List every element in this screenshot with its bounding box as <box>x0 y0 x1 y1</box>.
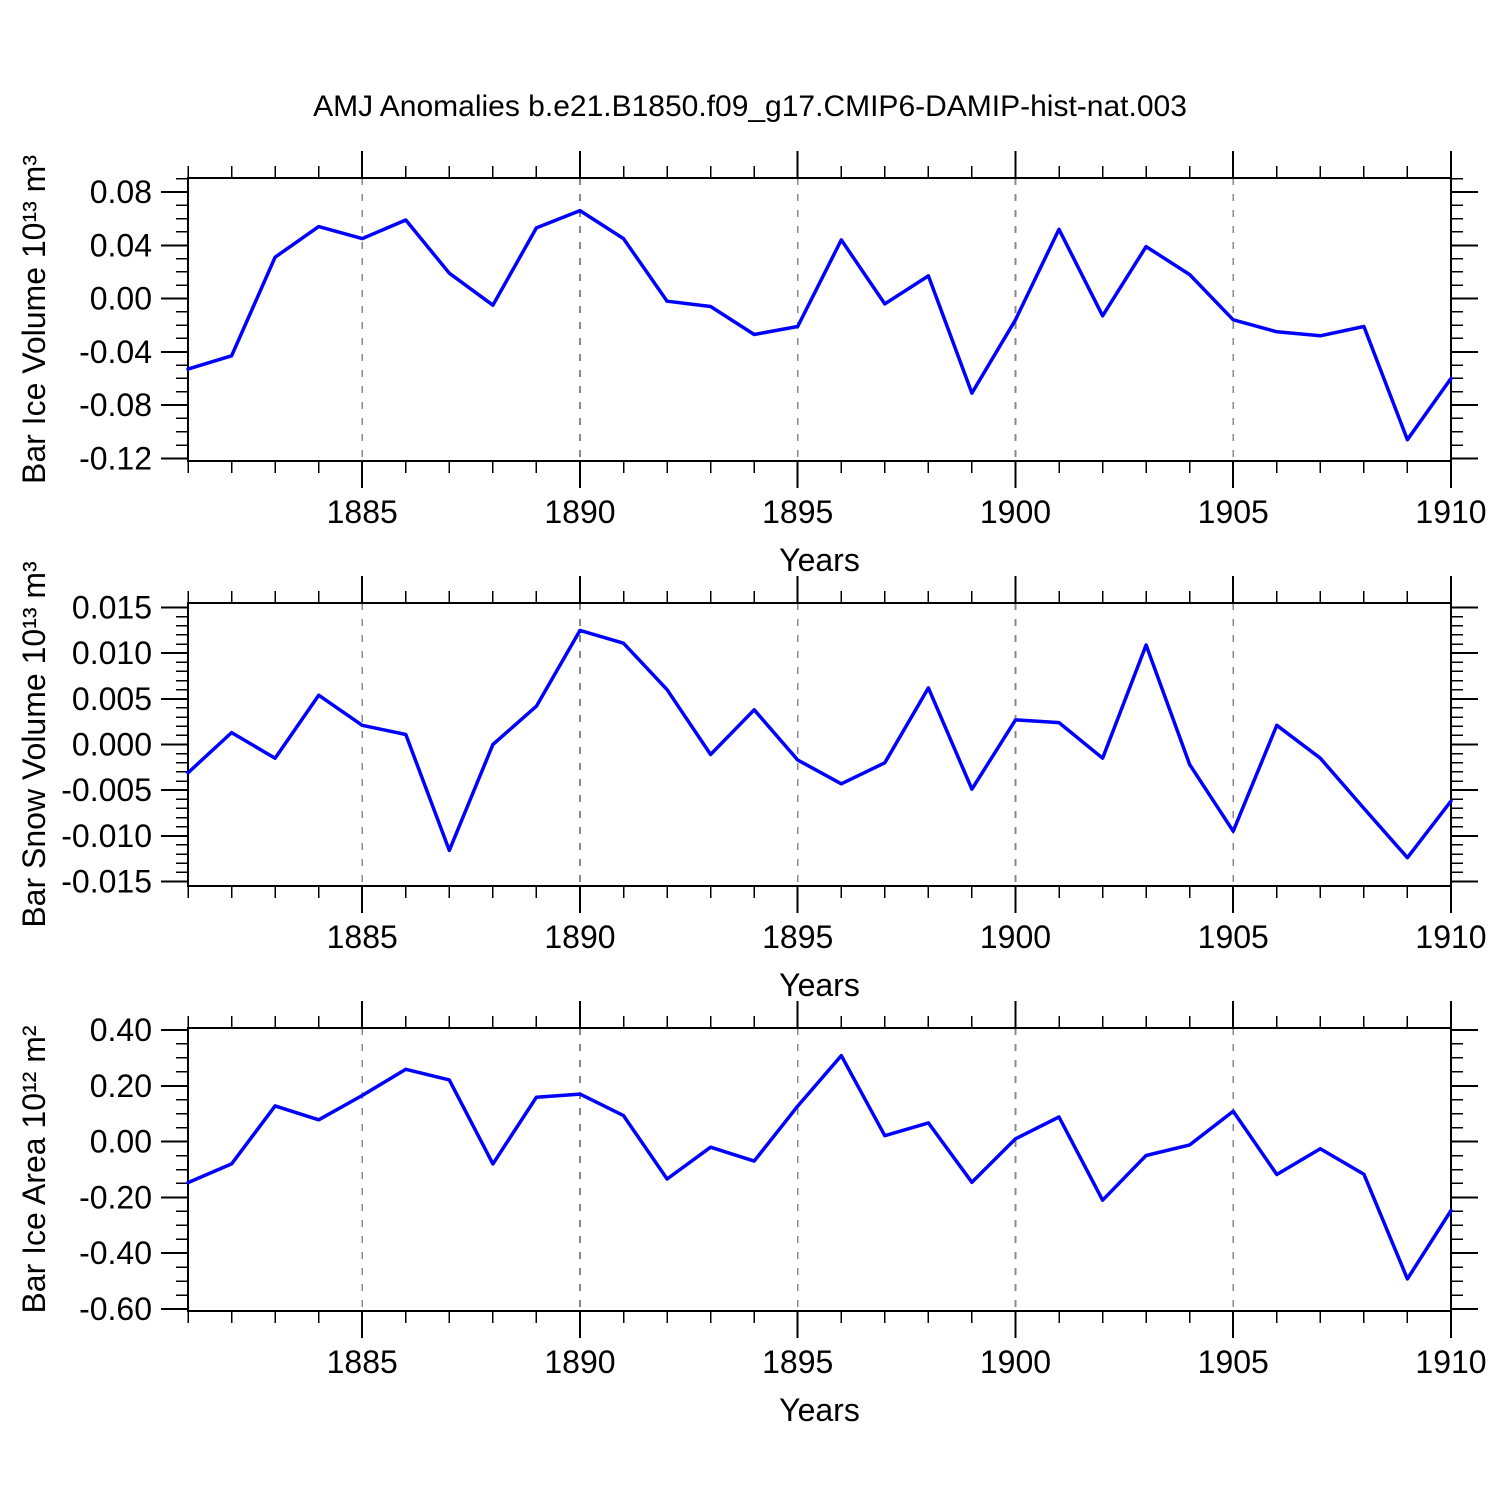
y-tick-label: -0.60 <box>79 1291 152 1327</box>
x-tick-label: 1895 <box>762 919 833 955</box>
plot-frame-snow-volume <box>187 602 1452 887</box>
snow-volume-line <box>186 628 1453 860</box>
panel-ice-area: 0.40 0.20 0.00 -0.20 -0.40 -0.60 1885 1890 1895 1… <box>16 1001 1487 1428</box>
x-tick-label: 1885 <box>327 494 398 530</box>
x-tick-label: 1910 <box>1415 1344 1486 1380</box>
y-tick-label: -0.40 <box>79 1235 152 1271</box>
x-axis-title: Years <box>779 1392 860 1428</box>
plot-frame-ice-area <box>187 1027 1452 1312</box>
y-axis-title-ice-volume: Bar Ice Volume 10¹³ m³ <box>16 155 52 484</box>
y-tick-label: -0.04 <box>79 334 152 370</box>
x-tick-label: 1895 <box>762 1344 833 1380</box>
x-tick-label: 1900 <box>980 494 1051 530</box>
x-tick-label: 1905 <box>1198 919 1269 955</box>
y-tick-label: 0.00 <box>90 1124 152 1160</box>
x-tick-label: 1900 <box>980 919 1051 955</box>
x-axis-title: Years <box>779 967 860 1003</box>
x-tick-label: 1910 <box>1415 494 1486 530</box>
y-tick-label: 0.20 <box>90 1068 152 1104</box>
y-tick-label: -0.015 <box>61 863 152 899</box>
x-tick-label: 1890 <box>544 919 615 955</box>
panel-axes-snow-volume <box>161 576 1478 913</box>
y-tick-label: 0.04 <box>90 227 152 263</box>
x-tick-label: 1885 <box>327 919 398 955</box>
x-tick-label: 1910 <box>1415 919 1486 955</box>
x-axis-title: Years <box>779 542 860 578</box>
panel-axes-ice-volume <box>161 151 1478 488</box>
x-tick-label: 1890 <box>544 1344 615 1380</box>
y-tick-label: -0.20 <box>79 1179 152 1215</box>
x-tick-label: 1905 <box>1198 1344 1269 1380</box>
y-tick-label: 0.08 <box>90 174 152 210</box>
y-tick-label: 0.005 <box>72 681 152 717</box>
panel-snow-volume: 0.015 0.010 0.005 0.000 -0.005 -0.010 -0.015 18… <box>16 561 1487 1003</box>
y-axis-title-ice-area: Bar Ice Area 10¹² m² <box>16 1025 52 1313</box>
panel-axes-ice-area <box>161 1001 1478 1338</box>
x-tick-label: 1905 <box>1198 494 1269 530</box>
y-tick-label: 0.000 <box>72 727 152 763</box>
y-tick-label: 0.015 <box>72 590 152 626</box>
x-tick-label: 1900 <box>980 1344 1051 1380</box>
ice-volume-line <box>186 208 1453 442</box>
y-tick-label: 0.00 <box>90 281 152 317</box>
y-tick-label: -0.12 <box>79 440 152 476</box>
y-axis-title-snow-volume: Bar Snow Volume 10¹³ m³ <box>16 561 52 928</box>
chart-title: AMJ Anomalies b.e21.B1850.f09_g17.CMIP6-… <box>313 90 1187 123</box>
y-tick-label: 0.010 <box>72 635 152 671</box>
ice-area-line <box>186 1053 1453 1281</box>
x-tick-label: 1885 <box>327 1344 398 1380</box>
plot-frame-ice-volume <box>187 177 1452 462</box>
x-tick-label: 1895 <box>762 494 833 530</box>
y-tick-label: -0.005 <box>61 772 152 808</box>
y-tick-label: 0.40 <box>90 1012 152 1048</box>
panel-ice-volume: 0.08 0.04 0.00 -0.04 -0.08 -0.12 1885 1890 1895 1… <box>16 151 1487 578</box>
y-tick-label: -0.010 <box>61 818 152 854</box>
x-tick-label: 1890 <box>544 494 615 530</box>
y-tick-label: -0.08 <box>79 387 152 423</box>
